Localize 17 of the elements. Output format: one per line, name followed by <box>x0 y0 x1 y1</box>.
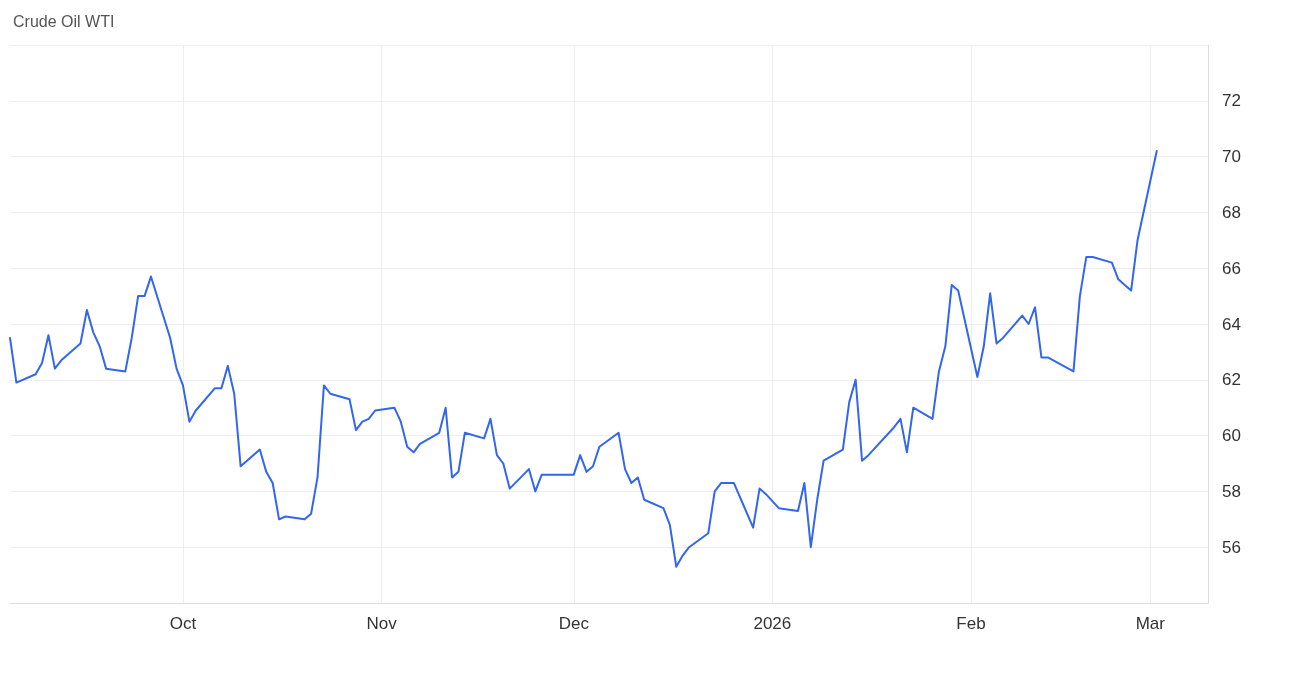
x-tick-label: Mar <box>1135 614 1166 633</box>
line-series <box>9 150 1158 568</box>
y-tick-label: 58 <box>1222 481 1241 501</box>
y-tick-label: 64 <box>1222 314 1241 334</box>
y-tick-label: 62 <box>1222 370 1241 390</box>
y-tick-label: 56 <box>1222 537 1241 557</box>
y-tick-label: 68 <box>1222 202 1241 222</box>
y-tick-label: 60 <box>1222 426 1241 446</box>
x-tick-label: Oct <box>169 614 197 633</box>
y-tick-label: 70 <box>1222 147 1241 167</box>
x-tick-label: 2026 <box>753 614 792 633</box>
x-tick-label: Feb <box>956 614 986 633</box>
chart-title: Crude Oil WTI <box>13 12 115 30</box>
x-tick-label: Nov <box>366 614 398 633</box>
y-tick-label: 72 <box>1222 91 1241 111</box>
y-tick-label: 66 <box>1222 258 1241 278</box>
x-tick-label: Dec <box>558 614 590 633</box>
